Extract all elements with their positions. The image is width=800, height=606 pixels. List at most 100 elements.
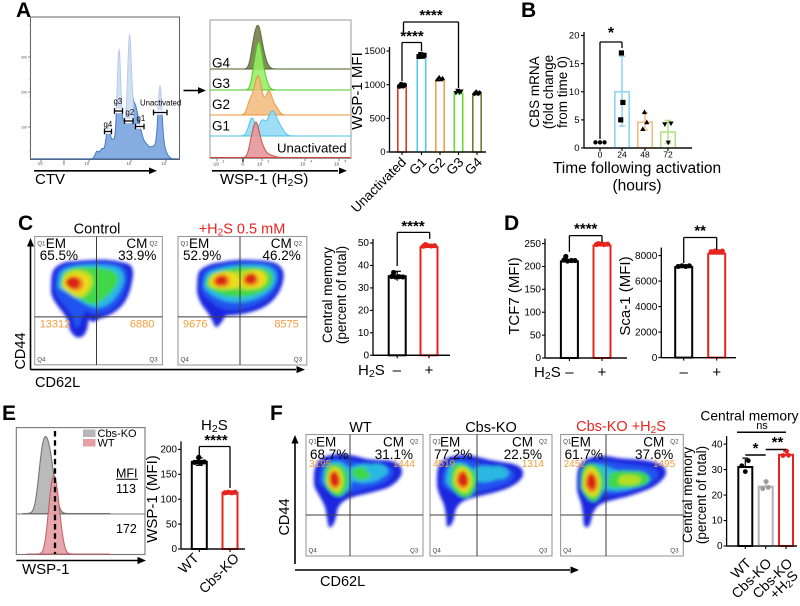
svg-text:10: 10 (300, 162, 306, 168)
svg-text:****: **** (204, 432, 228, 449)
svg-text:68.7%: 68.7% (310, 447, 348, 462)
svg-text:EM: EM (316, 435, 336, 450)
svg-text:G4: G4 (462, 154, 486, 178)
svg-text:Q2: Q2 (294, 241, 303, 248)
svg-text:Cbs-KO +H2S: Cbs-KO +H2S (576, 419, 666, 436)
svg-text:F: F (270, 402, 283, 425)
svg-text:CD44: CD44 (13, 332, 29, 369)
svg-text:40: 40 (711, 439, 723, 450)
svg-text:CM: CM (126, 236, 147, 251)
svg-text:CM: CM (383, 435, 404, 450)
svg-text:1444: 1444 (393, 459, 416, 470)
svg-text:ns: ns (756, 420, 768, 432)
svg-text:Central memory: Central memory (680, 447, 695, 543)
svg-text:Unactivated: Unactivated (140, 99, 181, 108)
svg-text:1495: 1495 (653, 459, 676, 470)
svg-text:2452: 2452 (564, 459, 587, 470)
svg-text:Q4: Q4 (309, 548, 318, 555)
svg-text:Q4: Q4 (181, 357, 190, 364)
svg-text:B: B (521, 0, 536, 22)
svg-text:200: 200 (21, 91, 27, 95)
svg-text:0: 0 (63, 161, 66, 166)
svg-text:G4: G4 (212, 56, 231, 71)
svg-text:**: ** (772, 434, 784, 451)
svg-text:WSP-1 (MFI): WSP-1 (MFI) (144, 455, 161, 543)
svg-text:5: 5 (345, 160, 347, 164)
svg-text:A: A (16, 0, 31, 22)
svg-text:Q1: Q1 (309, 439, 318, 446)
svg-text:1000: 1000 (364, 80, 385, 91)
svg-text:Central memory: Central memory (320, 247, 335, 343)
svg-text:–: – (680, 364, 689, 381)
svg-text:Q2: Q2 (670, 439, 679, 446)
svg-text:CM: CM (271, 236, 292, 251)
svg-text:50: 50 (358, 238, 370, 249)
svg-text:0: 0 (363, 351, 369, 362)
svg-text:9676: 9676 (183, 318, 207, 330)
svg-text:Q1: Q1 (181, 241, 190, 248)
svg-text:Unactivated: Unactivated (348, 155, 409, 216)
svg-text:300: 300 (21, 56, 27, 60)
svg-text:500: 500 (370, 114, 386, 125)
svg-text:30: 30 (358, 283, 370, 294)
svg-text:Cbs-KO: Cbs-KO (196, 550, 243, 597)
svg-text:48: 48 (640, 150, 650, 160)
svg-text:52.9%: 52.9% (183, 248, 221, 263)
svg-text:10: 10 (127, 161, 132, 166)
svg-text:4519: 4519 (433, 459, 456, 470)
svg-text:WSP-1: WSP-1 (22, 561, 70, 578)
svg-text:G2: G2 (212, 97, 230, 112)
svg-text:CD62L: CD62L (320, 574, 365, 590)
svg-text:**: ** (694, 223, 706, 240)
svg-text:10: 10 (85, 161, 90, 166)
svg-text:8000: 8000 (635, 251, 658, 262)
svg-text:3195: 3195 (309, 459, 332, 470)
svg-text:*: * (753, 440, 759, 457)
svg-text:Sca-1 (MFI): Sca-1 (MFI) (617, 256, 634, 335)
svg-text:5: 5 (574, 115, 579, 126)
svg-text:CD62L: CD62L (35, 375, 80, 391)
svg-text:D: D (504, 212, 519, 235)
svg-text:+: + (598, 364, 607, 381)
svg-text:13312: 13312 (40, 318, 71, 330)
svg-text:77.2%: 77.2% (434, 447, 472, 462)
svg-text:10: 10 (257, 162, 263, 168)
svg-text:0: 0 (242, 162, 245, 168)
svg-text:(hours): (hours) (612, 178, 661, 195)
svg-text:Q3: Q3 (410, 548, 419, 555)
svg-text:****: **** (419, 7, 443, 24)
svg-text:15: 15 (569, 59, 580, 70)
svg-text:H2S: H2S (201, 417, 228, 435)
svg-text:150: 150 (160, 470, 177, 481)
svg-text:WT: WT (349, 420, 372, 436)
svg-text:37.6%: 37.6% (635, 447, 673, 462)
svg-text:g3: g3 (114, 97, 123, 106)
svg-text:150: 150 (524, 285, 541, 296)
svg-text:EM: EM (440, 435, 460, 450)
svg-text:8575: 8575 (274, 318, 298, 330)
svg-text:22.5%: 22.5% (504, 447, 542, 462)
svg-text:*: * (608, 25, 615, 42)
svg-text:61.7%: 61.7% (565, 447, 603, 462)
svg-text:20: 20 (569, 31, 580, 42)
svg-text:Control: Control (74, 222, 121, 238)
svg-text:CD44: CD44 (277, 498, 293, 535)
svg-text:200: 200 (524, 262, 541, 273)
svg-text:24: 24 (617, 150, 627, 160)
svg-text:Q2: Q2 (149, 241, 158, 248)
svg-text:Q3: Q3 (149, 356, 158, 363)
svg-text:MFI: MFI (116, 467, 138, 481)
svg-text:WSP-1 (H2S): WSP-1 (H2S) (220, 171, 308, 189)
svg-text:113: 113 (116, 482, 136, 496)
svg-text:Q2: Q2 (410, 439, 419, 446)
svg-text:Q1: Q1 (433, 439, 442, 446)
svg-text:100: 100 (21, 126, 27, 130)
svg-text:EM: EM (571, 435, 591, 450)
svg-text:****: **** (400, 28, 424, 45)
svg-text:2000: 2000 (635, 327, 658, 338)
svg-text:50: 50 (530, 330, 542, 341)
svg-text:10: 10 (711, 516, 723, 527)
svg-text:from time 0): from time 0) (555, 56, 570, 128)
svg-text:-10: -10 (37, 161, 44, 166)
svg-text:–: – (393, 362, 402, 379)
